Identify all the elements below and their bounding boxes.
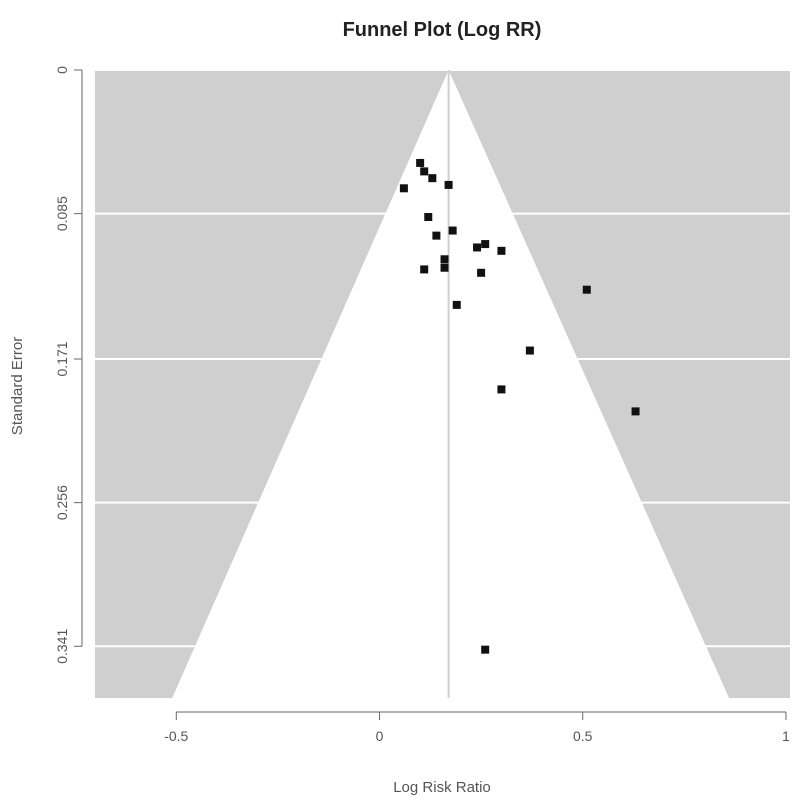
plot-area [95,69,790,698]
x-tick-label: 0 [376,728,384,744]
data-point [448,226,457,235]
data-point [424,213,433,222]
data-point [477,268,486,277]
x-tick-label: 1 [782,728,790,744]
data-point [420,265,429,274]
data-point [399,184,408,193]
x-tick-label: 0.5 [573,728,593,744]
data-point [420,167,429,176]
data-point [525,346,534,355]
y-tick-label: 0 [54,66,70,74]
funnel-region [172,70,730,698]
data-point [497,246,506,255]
data-point [440,263,449,272]
data-point [452,300,461,309]
y-tick-label: 0.341 [54,629,70,664]
chart-title: Funnel Plot (Log RR) [343,19,542,41]
x-tick-label: -0.5 [164,728,188,744]
data-point [631,407,640,416]
data-point [582,285,591,294]
data-point [497,385,506,394]
y-axis-label: Standard Error [9,337,26,435]
y-axis: 0 0.085 0.171 0.256 0.341 [54,66,83,664]
x-axis-label: Log Risk Ratio [393,779,491,796]
data-point [416,158,425,167]
y-tick-label: 0.256 [54,485,70,520]
x-axis: -0.5 0 0.5 1 [164,711,790,744]
y-tick-label: 0.085 [54,196,70,231]
data-point [481,645,490,654]
data-point [481,240,490,249]
data-point [432,231,441,240]
y-tick-label: 0.171 [54,341,70,376]
data-points [399,158,640,654]
data-point [473,243,482,252]
data-point [440,255,449,264]
data-point [428,174,437,183]
data-point [444,180,453,189]
